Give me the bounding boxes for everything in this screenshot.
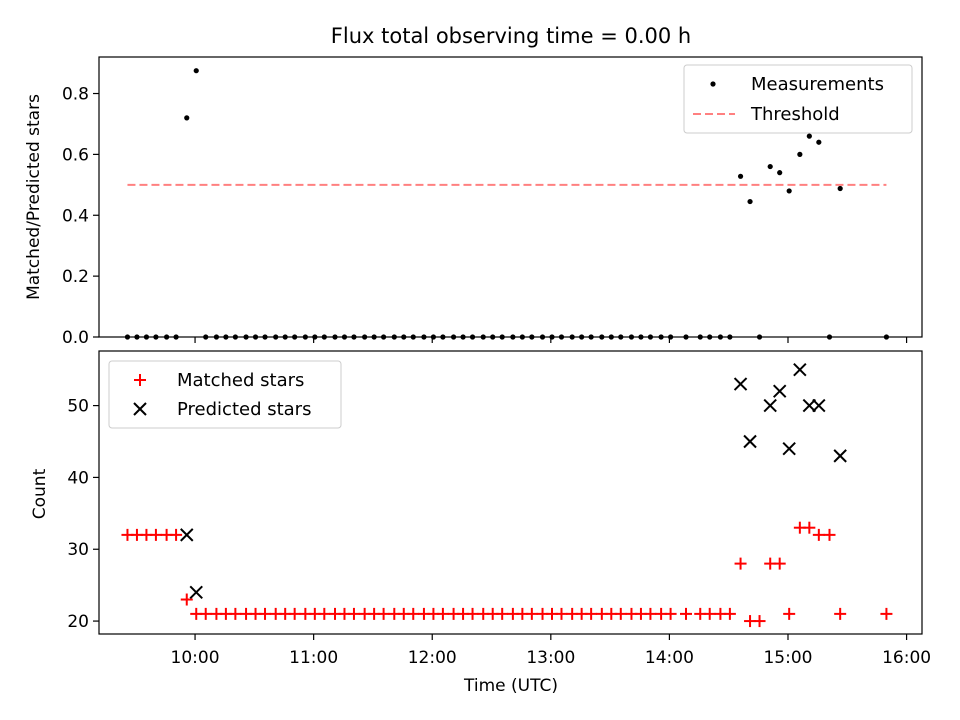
matched-star-point — [466, 607, 479, 620]
ytick-label: 0.2 — [62, 267, 89, 287]
matched-star-point — [180, 593, 193, 606]
bottom-y-ticks: 20 30 40 50 — [67, 397, 99, 632]
predicted-star-point — [763, 398, 777, 413]
measurement-point — [786, 188, 792, 194]
matched-star-point — [773, 557, 786, 570]
legend-threshold-label: Threshold — [750, 104, 840, 125]
bottom-ylabel: Count — [30, 468, 50, 519]
ytick-label: 40 — [67, 468, 89, 488]
predicted-star-point — [772, 384, 787, 398]
ytick-label: 0.8 — [62, 85, 89, 105]
legend-measurements-marker — [710, 81, 716, 87]
top-y-ticks: 0.0 0.2 0.4 0.6 0.8 — [62, 85, 99, 348]
matched-star-point — [259, 607, 272, 620]
measurement-point — [777, 170, 783, 176]
predicted-star-point — [833, 449, 847, 463]
measurement-point — [767, 163, 773, 170]
legend-predicted-label: Predicted stars — [177, 399, 311, 420]
matched-star-point — [753, 615, 766, 628]
predicted-star-point — [802, 398, 817, 413]
ytick-label: 30 — [67, 540, 89, 560]
bottom-xlabel: Time (UTC) — [463, 676, 558, 696]
bottom-legend: Matched stars Predicted stars — [108, 360, 342, 429]
predicted-star-point — [812, 398, 826, 413]
matched-star-point — [734, 557, 747, 570]
top-legend: Measurements Threshold — [683, 64, 913, 134]
top-axes-frame — [98, 56, 923, 338]
measurement-point — [837, 185, 843, 192]
top-legend-box — [683, 64, 913, 134]
matched-star-point — [407, 607, 420, 620]
xtick-label: 13:00 — [526, 648, 575, 668]
matched-star-point — [783, 607, 796, 620]
matched-star-point — [664, 607, 677, 620]
top-x-ticks — [194, 337, 908, 343]
matched-star-point — [585, 607, 598, 620]
ytick-label: 0.0 — [62, 328, 89, 348]
legend-matched-marker — [134, 374, 146, 386]
matched-star-point — [288, 607, 301, 620]
matched-star-point — [496, 607, 509, 620]
predicted-star-point — [180, 528, 194, 542]
bottom-x-ticks: 10:00 11:00 12:00 13:00 14:00 15:00 16:00 — [171, 634, 931, 668]
matched-star-point — [680, 607, 693, 620]
measurement-point — [184, 115, 190, 121]
matched-star-point — [436, 607, 449, 620]
matched-star-point — [644, 607, 657, 620]
measurement-point — [193, 68, 199, 74]
bottom-plot-marks — [121, 362, 893, 628]
measurement-point — [806, 133, 812, 139]
bottom-legend-box — [108, 360, 342, 429]
top-panel: 0.00.20.40.60.8 Matched/Predicted stars … — [24, 56, 923, 348]
measurement-point — [797, 151, 803, 157]
xtick-label: 11:00 — [289, 648, 338, 668]
measurement-point — [816, 139, 822, 145]
ytick-label: 0.6 — [62, 145, 89, 165]
predicted-star-point — [793, 362, 807, 377]
legend-measurements-label: Measurements — [751, 74, 884, 95]
xtick-label: 15:00 — [763, 648, 812, 668]
matched-star-point — [170, 528, 183, 541]
measurement-point — [737, 173, 744, 179]
matched-star-point — [555, 607, 568, 620]
matched-star-point — [703, 607, 716, 620]
matched-star-point — [199, 607, 212, 620]
xtick-label: 16:00 — [882, 648, 931, 668]
xtick-label: 10:00 — [171, 648, 220, 668]
xtick-label: 12:00 — [408, 648, 457, 668]
matched-star-point — [318, 607, 331, 620]
matched-star-point — [347, 607, 360, 620]
bottom-axes-frame — [98, 350, 923, 635]
predicted-star-point — [733, 377, 748, 391]
predicted-star-point — [782, 441, 796, 456]
predicted-star-point — [743, 434, 757, 449]
matched-star-point — [377, 607, 390, 620]
legend-predicted-marker — [133, 402, 147, 416]
matched-star-point — [823, 528, 836, 541]
matched-star-point — [803, 521, 816, 534]
legend-matched-label: Matched stars — [177, 370, 304, 391]
top-ylabel: Matched/Predicted stars — [24, 94, 44, 300]
matched-star-point — [525, 607, 538, 620]
ytick-label: 50 — [67, 397, 89, 417]
ytick-label: 0.4 — [62, 206, 89, 226]
chart-title: Flux total observing time = 0.00 h — [331, 24, 691, 48]
matched-star-point — [812, 528, 825, 541]
matched-star-point — [880, 607, 893, 620]
matched-star-point — [229, 607, 242, 620]
matched-star-point — [614, 607, 627, 620]
xtick-label: 14:00 — [645, 648, 694, 668]
matched-star-point — [149, 528, 162, 541]
ytick-label: 20 — [67, 612, 89, 632]
measurement-point — [747, 198, 753, 205]
predicted-star-point — [189, 585, 203, 600]
matched-star-point — [723, 607, 736, 620]
matched-star-point — [834, 607, 847, 620]
